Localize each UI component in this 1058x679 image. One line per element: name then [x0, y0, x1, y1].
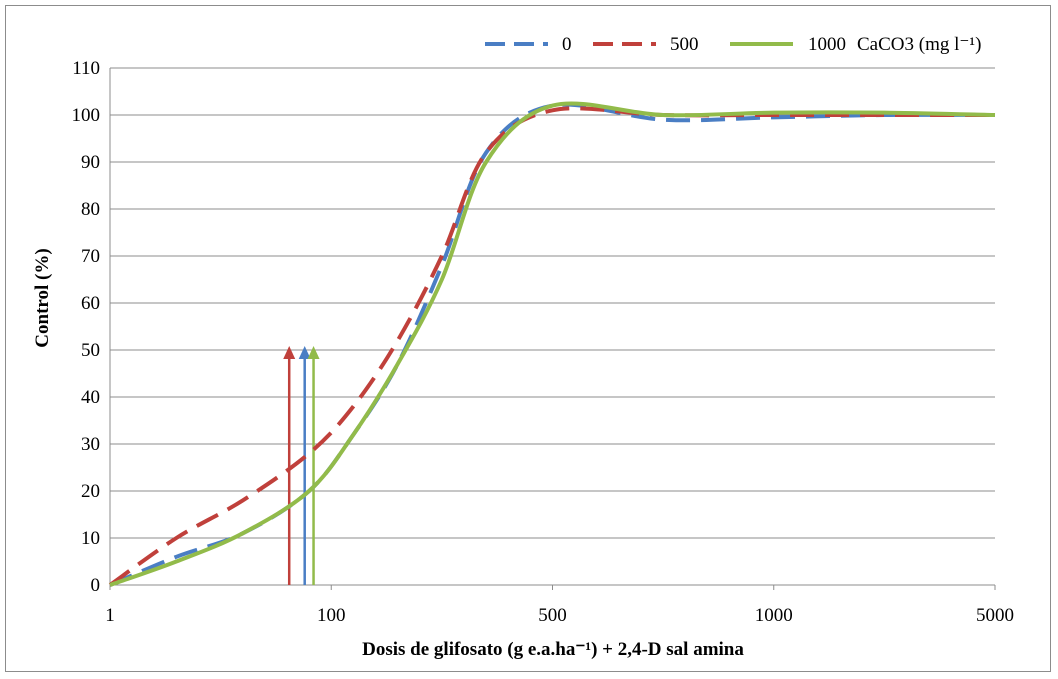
legend-unit-label: CaCO3 (mg l⁻¹) — [857, 34, 981, 55]
legend-label-500: 500 — [670, 34, 699, 55]
ed50-markers — [283, 346, 320, 585]
x-tick-labels: 1 100 500 1000 5000 — [105, 605, 1014, 626]
y-tick-label: 30 — [81, 434, 100, 455]
x-tick-label: 1000 — [755, 605, 793, 626]
x-tick-label: 5000 — [976, 605, 1014, 626]
y-tick-label: 20 — [81, 481, 100, 502]
series-line-0 — [109, 102, 996, 587]
x-axis-label: Dosis de glifosato (g e.a.ha⁻¹) + 2,4-D … — [362, 639, 744, 660]
legend: 0 500 1000 CaCO3 (mg l⁻¹) — [485, 34, 981, 55]
gridlines — [110, 67, 995, 539]
y-tick-labels: 0 10 20 30 40 50 60 70 80 90 100 110 — [72, 58, 101, 596]
ed50-arrowhead-0 — [298, 346, 311, 359]
y-tick-label: 10 — [81, 528, 100, 549]
y-tick-label: 70 — [81, 246, 100, 267]
y-tick-label: 60 — [81, 293, 100, 314]
y-tick-label: 80 — [81, 199, 100, 220]
y-tick-label: 90 — [81, 152, 100, 173]
y-tick-label: 0 — [91, 575, 101, 596]
series-lines — [108, 101, 996, 587]
series-line-500 — [108, 106, 995, 587]
legend-label-1000: 1000 — [808, 34, 846, 55]
x-tick-label: 500 — [538, 605, 567, 626]
x-tick-label: 1 — [105, 605, 115, 626]
y-axis-label: Control (%) — [32, 248, 53, 347]
y-tick-label: 40 — [81, 387, 100, 408]
series-line-1000 — [109, 101, 996, 587]
y-tick-label: 110 — [72, 58, 100, 79]
x-tick-label: 100 — [317, 605, 346, 626]
y-tick-label: 100 — [72, 105, 101, 126]
ed50-arrowhead-500 — [283, 346, 296, 359]
axes — [109, 68, 996, 590]
y-tick-label: 50 — [81, 340, 100, 361]
legend-label-0: 0 — [562, 34, 572, 55]
ed50-arrowhead-1000 — [307, 346, 320, 359]
